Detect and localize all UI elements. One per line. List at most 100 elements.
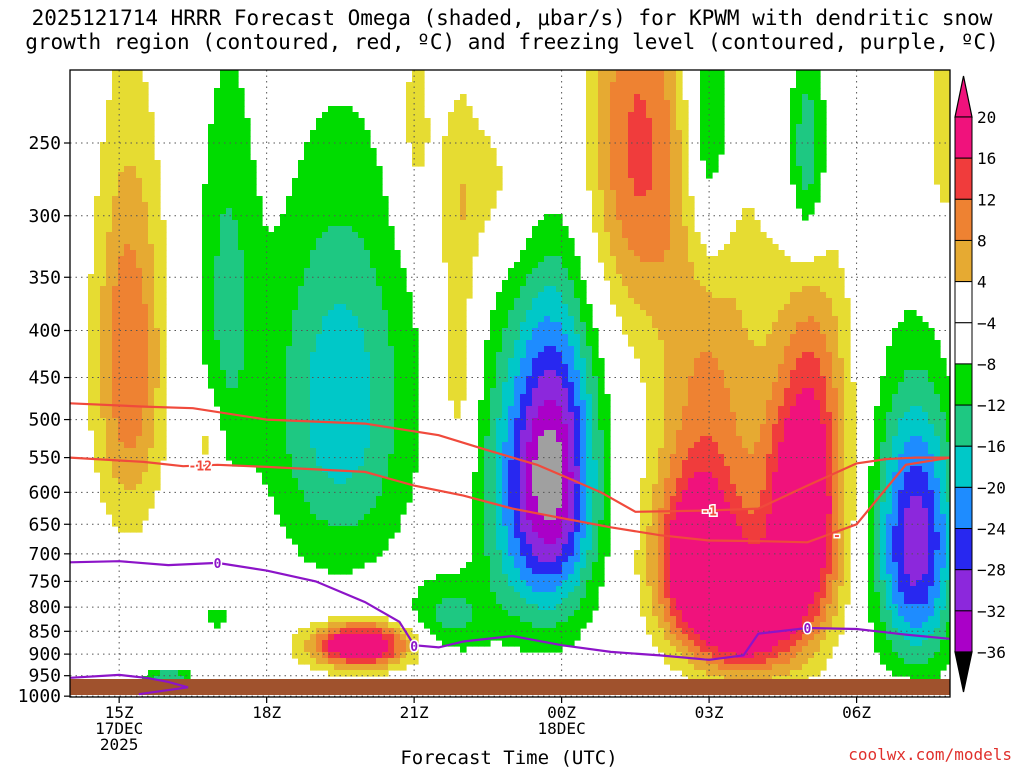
omega-cell	[250, 184, 257, 191]
omega-cell	[664, 250, 671, 257]
omega-cell	[274, 340, 281, 347]
omega-cell	[400, 328, 407, 335]
omega-cell	[742, 394, 749, 401]
omega-cell	[634, 304, 641, 311]
omega-cell	[370, 406, 377, 413]
omega-cell	[712, 70, 719, 77]
omega-cell	[706, 142, 713, 149]
omega-cell	[214, 400, 221, 407]
omega-cell	[316, 322, 323, 329]
omega-cell	[130, 400, 137, 407]
omega-cell	[628, 136, 635, 143]
omega-cell	[130, 334, 137, 341]
omega-cell	[346, 370, 353, 377]
omega-cell	[334, 274, 341, 281]
omega-cell	[394, 262, 401, 269]
omega-cell	[646, 358, 653, 365]
omega-cell	[124, 346, 131, 353]
omega-cell	[112, 76, 119, 83]
omega-cell	[544, 400, 551, 407]
omega-cell	[814, 274, 821, 281]
omega-cell	[838, 412, 845, 419]
omega-cell	[250, 280, 257, 287]
omega-cell	[736, 220, 743, 227]
omega-cell	[244, 202, 251, 209]
omega-cell	[730, 304, 737, 311]
omega-cell	[718, 364, 725, 371]
omega-cell	[670, 136, 677, 143]
omega-cell	[766, 340, 773, 347]
omega-cell	[388, 262, 395, 269]
omega-cell	[670, 166, 677, 173]
omega-cell	[628, 328, 635, 335]
omega-cell	[118, 154, 125, 161]
omega-cell	[928, 412, 935, 419]
omega-cell	[646, 364, 653, 371]
omega-cell	[916, 340, 923, 347]
omega-cell	[148, 364, 155, 371]
omega-cell	[934, 70, 941, 77]
omega-cell	[340, 226, 347, 233]
omega-cell	[748, 232, 755, 239]
omega-cell	[334, 244, 341, 251]
omega-cell	[226, 406, 233, 413]
omega-cell	[640, 304, 647, 311]
omega-cell	[202, 280, 209, 287]
omega-cell	[724, 316, 731, 323]
omega-cell	[814, 112, 821, 119]
omega-cell	[238, 352, 245, 359]
omega-cell	[298, 316, 305, 323]
omega-cell	[640, 238, 647, 245]
omega-cell	[610, 196, 617, 203]
omega-cell	[208, 352, 215, 359]
omega-cell	[268, 292, 275, 299]
omega-cell	[118, 160, 125, 167]
omega-cell	[454, 328, 461, 335]
omega-cell	[640, 298, 647, 305]
omega-cell	[682, 316, 689, 323]
omega-cell	[562, 280, 569, 287]
omega-cell	[484, 202, 491, 209]
omega-cell	[940, 130, 947, 137]
omega-cell	[328, 196, 335, 203]
omega-cell	[358, 124, 365, 131]
omega-cell	[676, 322, 683, 329]
omega-cell	[292, 280, 299, 287]
omega-cell	[778, 298, 785, 305]
omega-cell	[748, 256, 755, 263]
omega-cell	[160, 418, 167, 425]
omega-cell	[328, 208, 335, 215]
omega-cell	[754, 412, 761, 419]
omega-cell	[394, 280, 401, 287]
omega-cell	[754, 310, 761, 317]
omega-cell	[322, 190, 329, 197]
omega-cell	[496, 388, 503, 395]
omega-cell	[406, 100, 413, 107]
omega-cell	[106, 394, 113, 401]
omega-cell	[346, 394, 353, 401]
omega-cell	[796, 124, 803, 131]
omega-cell	[130, 88, 137, 95]
omega-cell	[700, 262, 707, 269]
omega-cell	[340, 340, 347, 347]
omega-cell	[226, 184, 233, 191]
omega-cell	[706, 358, 713, 365]
omega-cell	[940, 196, 947, 203]
omega-cell	[100, 208, 107, 215]
omega-cell	[658, 142, 665, 149]
omega-cell	[652, 172, 659, 179]
omega-cell	[712, 328, 719, 335]
omega-cell	[508, 292, 515, 299]
omega-cell	[460, 184, 467, 191]
omega-cell	[412, 148, 419, 155]
omega-cell	[142, 148, 149, 155]
omega-cell	[352, 208, 359, 215]
omega-cell	[520, 400, 527, 407]
omega-cell	[412, 118, 419, 125]
omega-cell	[124, 352, 131, 359]
omega-cell	[550, 358, 557, 365]
omega-cell	[322, 268, 329, 275]
omega-cell	[208, 226, 215, 233]
omega-cell	[586, 154, 593, 161]
omega-cell	[652, 88, 659, 95]
